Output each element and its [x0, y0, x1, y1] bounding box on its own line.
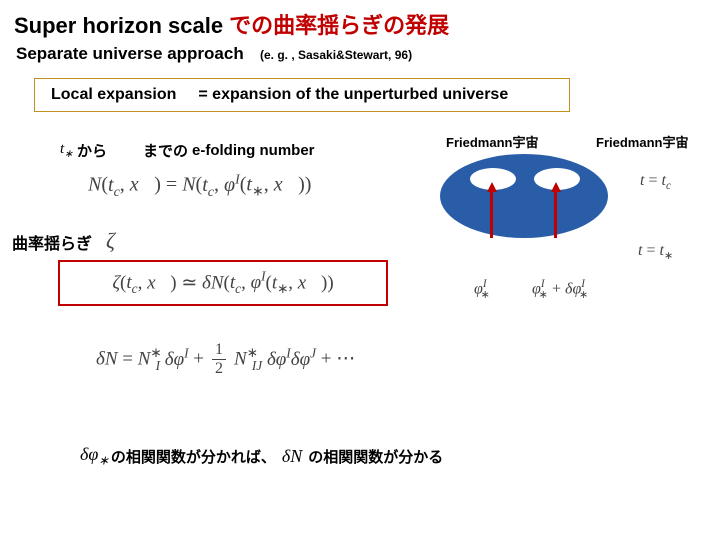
phi-left-label: φI∗ [474, 278, 490, 301]
title-part1: Super horizon scale [14, 13, 229, 38]
friedmann-label-right: Friedmann宇宙 [596, 132, 688, 151]
arrow-right-head [551, 182, 561, 192]
universe-diagram: Friedmann宇宙 Friedmann宇宙 t = tc t = t∗ φI… [428, 130, 708, 320]
delta-n-expansion: δN = N∗I δφI + 12 N∗IJ δφIδφJ + ⋯ [96, 342, 355, 377]
frac-den: 2 [215, 360, 223, 377]
arrow-left [490, 190, 493, 238]
local-expansion-lhs: Local expansion [51, 86, 176, 104]
bottom-statement: δφ∗ の相関関数が分かれば、 δN の相関関数が分かる [80, 444, 443, 469]
subtitle: Separate universe approach [16, 44, 244, 64]
citation: (e. g. , Sasaki&Stewart, 96) [260, 48, 412, 62]
local-expansion-box: Local expansion = expansion of the unper… [34, 78, 570, 112]
zeta-symbol: ζ [106, 228, 115, 254]
arrow-left-head [487, 182, 497, 192]
dN-symbol: δN [282, 446, 302, 467]
efolding-label: e-folding number [192, 142, 315, 159]
zeta-formula: ζ(tc, x⃗) ≃ δN(tc, φI(t∗, x⃗)) [112, 269, 333, 297]
dphi-symbol: δφ∗ [80, 444, 109, 469]
tstar-symbol: t∗ [60, 141, 73, 160]
phi-right-label: φI∗ + δφI∗ [532, 278, 588, 301]
friedmann-label-left: Friedmann宇宙 [446, 132, 538, 151]
slide-title: Super horizon scale での曲率揺らぎの発展 [14, 8, 449, 40]
local-expansion-rhs: = expansion of the unperturbed universe [198, 86, 508, 104]
t-star-label: t = t∗ [638, 242, 673, 262]
zeta-formula-box: ζ(tc, x⃗) ≃ δN(tc, φI(t∗, x⃗)) [58, 260, 388, 306]
n-formula: N(tc, x⃗) = N(tc, φI(t∗, x⃗)) [88, 172, 311, 201]
title-part2: での曲率揺らぎの発展 [229, 13, 449, 38]
efolding-line: t∗ から までの e-folding number [60, 140, 315, 161]
bottom-text1: の相関関数が分かれば、 [111, 446, 276, 467]
bottom-text2: の相関関数が分かる [308, 446, 443, 467]
arrow-right [554, 190, 557, 238]
frac-num: 1 [212, 342, 226, 360]
big-ellipse [440, 154, 608, 238]
kara: から [77, 140, 107, 161]
t-c-label: t = tc [640, 172, 671, 192]
madeno: までの [143, 140, 188, 161]
curvature-label: 曲率揺らぎ [12, 230, 92, 254]
